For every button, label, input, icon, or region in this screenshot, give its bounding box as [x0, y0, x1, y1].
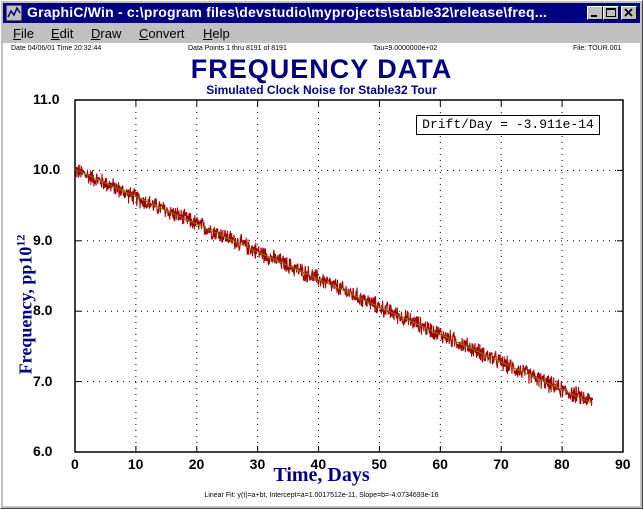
header-points: Data Points 1 thru 8191 of 8191: [188, 45, 287, 52]
app-icon[interactable]: [6, 5, 22, 21]
y-tick-label: 9.0: [33, 231, 53, 248]
y-tick-label: 7.0: [33, 372, 53, 389]
y-axis-label-text: Frequency, pp10: [15, 246, 36, 375]
menu-draw-rest: raw: [100, 26, 122, 41]
x-tick-label: 90: [615, 456, 631, 472]
data-series-frequency: [74, 164, 594, 406]
title-bar[interactable]: GraphiC/Win - c:\program files\devstudio…: [3, 3, 640, 23]
y-tick-label: 11.0: [33, 91, 60, 107]
x-tick-label: 30: [249, 456, 266, 472]
minimize-icon: [591, 15, 597, 17]
menu-convert[interactable]: Convert: [139, 26, 185, 41]
x-tick-label: 40: [310, 456, 327, 472]
maximize-icon: [606, 8, 616, 17]
plot-canvas: Date 04/06/01 Time 20:32:44 Data Points …: [3, 43, 640, 506]
menu-file[interactable]: File: [13, 26, 34, 41]
plot-frame: [74, 99, 624, 453]
menu-file-rest: ile: [20, 26, 34, 41]
chart-subtitle: Simulated Clock Noise for Stable32 Tour: [206, 83, 437, 97]
drift-annotation: Drift/Day = -3.911e-14: [416, 115, 600, 135]
y-tick-label: 8.0: [33, 302, 53, 319]
close-icon: [624, 8, 633, 17]
x-tick-label: 20: [188, 456, 205, 472]
window-title: GraphiC/Win - c:\program files\devstudio…: [27, 4, 547, 20]
header-date: Date 04/06/01 Time 20:32:44: [11, 45, 102, 52]
y-tick-label: 10.0: [33, 161, 61, 178]
x-tick-label: 80: [554, 456, 570, 472]
x-axis-label: Time, Days: [273, 464, 370, 486]
menu-help[interactable]: Help: [203, 26, 230, 41]
y-axis-label: Frequency, pp1012: [14, 225, 37, 385]
chart-title: FREQUENCY DATA: [190, 54, 453, 84]
menu-edit[interactable]: Edit: [51, 26, 74, 41]
linear-fit-note: Linear Fit: y(t)=a+bt, Intercept=a=1.001…: [204, 492, 439, 499]
x-tick-label: 0: [71, 456, 79, 472]
menu-help-rest: elp: [212, 26, 230, 41]
linear-fit-line: [74, 168, 593, 404]
menu-convert-rest: onvert: [148, 26, 185, 41]
x-tick-label: 10: [127, 456, 144, 472]
y-tick-label: 6.0: [33, 443, 53, 459]
header-file: File: TOUR.001: [573, 45, 622, 52]
frequency-plot: [74, 99, 624, 453]
y-axis-label-exponent: 12: [13, 234, 28, 247]
x-tick-label: 70: [493, 456, 509, 472]
header-tau: Tau=9.0000000e+02: [373, 45, 438, 52]
menu-bar: File Edit Draw Convert Help: [3, 24, 640, 43]
x-tick-label: 50: [371, 456, 388, 472]
menu-draw[interactable]: Draw: [91, 26, 122, 41]
maximize-button[interactable]: [603, 6, 619, 20]
x-tick-label: 60: [432, 456, 448, 472]
menu-edit-rest: dit: [59, 26, 74, 41]
minimize-button[interactable]: [587, 6, 603, 20]
close-button[interactable]: [621, 6, 637, 20]
